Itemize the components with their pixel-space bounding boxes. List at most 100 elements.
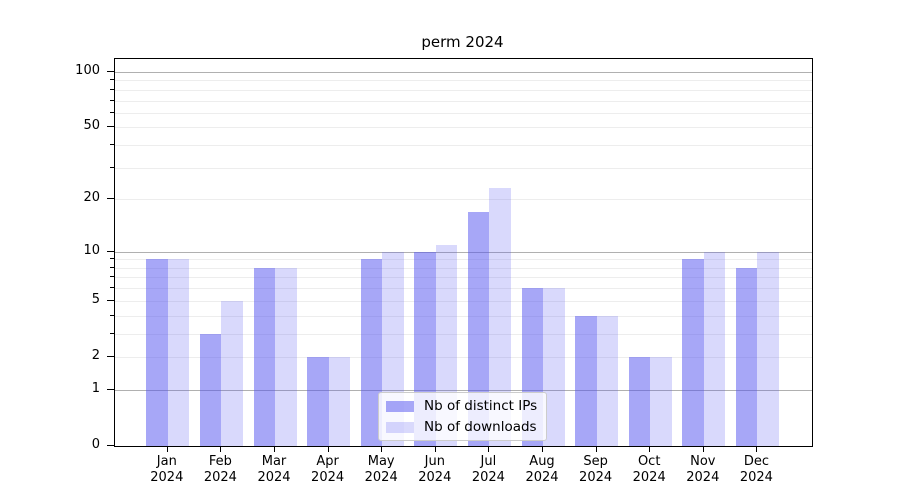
y-minor-tick-mark bbox=[110, 166, 114, 168]
x-tick-label: Sep 2024 bbox=[579, 454, 613, 485]
gridline-minor bbox=[115, 112, 812, 114]
x-tick-mark bbox=[220, 446, 222, 452]
y-tick-label: 10 bbox=[83, 242, 100, 258]
y-tick-label: 50 bbox=[83, 118, 100, 134]
y-minor-tick-mark bbox=[110, 314, 114, 316]
gridline-minor bbox=[115, 127, 812, 129]
y-tick-mark bbox=[107, 445, 114, 446]
gridline-minor bbox=[115, 89, 812, 91]
x-tick-mark bbox=[381, 446, 383, 452]
bar-sep-distinct-ips bbox=[575, 315, 597, 446]
bar-mar-downloads bbox=[275, 267, 297, 446]
x-tick-mark bbox=[166, 446, 168, 452]
legend-label: Nb of distinct IPs bbox=[424, 398, 538, 414]
legend-swatch-icon bbox=[386, 400, 414, 412]
bar-feb-downloads bbox=[221, 300, 243, 446]
bar-apr-distinct-ips bbox=[307, 356, 329, 446]
bar-nov-distinct-ips bbox=[682, 259, 704, 446]
x-tick-label: Jan 2024 bbox=[150, 454, 184, 485]
y-tick-label: 0 bbox=[91, 437, 100, 452]
bar-may-distinct-ips bbox=[360, 259, 383, 446]
x-tick-mark bbox=[702, 446, 704, 452]
x-tick-mark bbox=[434, 446, 436, 452]
bar-jan-downloads bbox=[167, 259, 190, 446]
y-minor-tick-mark bbox=[110, 276, 114, 278]
gridline-minor bbox=[115, 259, 812, 261]
x-tick-label: Dec 2024 bbox=[739, 454, 773, 485]
x-tick-label: Feb 2024 bbox=[203, 454, 237, 485]
y-tick-mark bbox=[107, 388, 114, 390]
y-tick-mark bbox=[107, 70, 114, 72]
gridline-minor bbox=[115, 333, 812, 335]
bar-apr-downloads bbox=[328, 356, 351, 446]
y-minor-tick-mark bbox=[110, 266, 114, 268]
y-minor-tick-mark bbox=[110, 88, 114, 90]
bar-oct-downloads bbox=[650, 356, 672, 446]
bar-dec-distinct-ips bbox=[735, 267, 758, 446]
bar-mar-distinct-ips bbox=[253, 267, 275, 446]
bar-sep-downloads bbox=[596, 315, 619, 446]
y-tick-label: 100 bbox=[75, 62, 100, 78]
y-tick-mark bbox=[107, 299, 114, 301]
x-tick-label: Nov 2024 bbox=[686, 454, 720, 485]
x-tick-label: Mar 2024 bbox=[257, 454, 291, 485]
y-tick-label: 5 bbox=[91, 291, 100, 307]
x-tick-mark bbox=[595, 446, 597, 452]
bar-aug-downloads bbox=[543, 288, 565, 446]
x-tick-mark bbox=[488, 446, 490, 452]
x-tick-mark bbox=[274, 446, 275, 452]
gridline-minor bbox=[115, 145, 812, 147]
gridline-minor bbox=[115, 199, 812, 201]
gridline-minor bbox=[115, 356, 812, 358]
gridline-minor bbox=[115, 100, 812, 102]
chart-title: perm 2024 bbox=[421, 33, 504, 51]
x-tick-mark bbox=[327, 446, 329, 452]
y-minor-tick-mark bbox=[110, 332, 114, 334]
y-minor-tick-mark bbox=[110, 99, 114, 101]
y-tick-mark bbox=[107, 355, 114, 357]
plot-area bbox=[114, 58, 813, 447]
gridline-minor bbox=[115, 167, 812, 169]
y-tick-label: 2 bbox=[91, 347, 100, 363]
y-minor-tick-mark bbox=[110, 144, 114, 146]
y-minor-tick-mark bbox=[110, 287, 114, 289]
bar-jan-distinct-ips bbox=[146, 259, 168, 446]
bar-jul-distinct-ips bbox=[467, 211, 490, 446]
x-tick-label: May 2024 bbox=[364, 454, 398, 485]
bar-feb-distinct-ips bbox=[199, 333, 222, 446]
gridline-minor bbox=[115, 300, 812, 302]
bar-nov-downloads bbox=[703, 251, 726, 446]
gridline-minor bbox=[115, 315, 812, 317]
gridline-minor bbox=[115, 267, 812, 269]
x-tick-label: Jun 2024 bbox=[418, 454, 452, 485]
gridline-minor bbox=[115, 288, 812, 290]
x-tick-label: Oct 2024 bbox=[632, 454, 666, 485]
y-tick-label: 1 bbox=[91, 380, 100, 396]
legend-swatch-icon bbox=[386, 421, 414, 433]
x-tick-mark bbox=[649, 446, 651, 452]
bar-dec-downloads bbox=[757, 251, 779, 446]
y-minor-tick-mark bbox=[110, 79, 114, 81]
gridline-major bbox=[115, 389, 812, 391]
legend-label: Nb of downloads bbox=[424, 419, 537, 435]
bar-oct-distinct-ips bbox=[628, 356, 651, 446]
gridline-major bbox=[115, 71, 812, 73]
x-tick-label: Jul 2024 bbox=[471, 454, 505, 485]
legend-row-distinct-ips: Nb of distinct IPs bbox=[386, 398, 537, 414]
y-tick-label: 20 bbox=[83, 190, 100, 206]
bar-jul-downloads bbox=[489, 188, 511, 446]
x-tick-label: Aug 2024 bbox=[525, 454, 559, 485]
legend-row-downloads: Nb of downloads bbox=[386, 419, 537, 435]
gridline-minor bbox=[115, 277, 812, 279]
y-minor-tick-mark bbox=[110, 111, 114, 113]
y-tick-mark bbox=[107, 198, 114, 200]
legend: Nb of distinct IPs Nb of downloads bbox=[378, 392, 548, 441]
gridline-minor bbox=[115, 80, 812, 82]
y-minor-tick-mark bbox=[110, 258, 114, 260]
gridline-major bbox=[115, 251, 812, 253]
x-tick-mark bbox=[542, 446, 543, 452]
x-tick-label: Apr 2024 bbox=[311, 454, 345, 485]
y-tick-mark bbox=[107, 250, 114, 252]
y-tick-mark bbox=[107, 126, 114, 128]
